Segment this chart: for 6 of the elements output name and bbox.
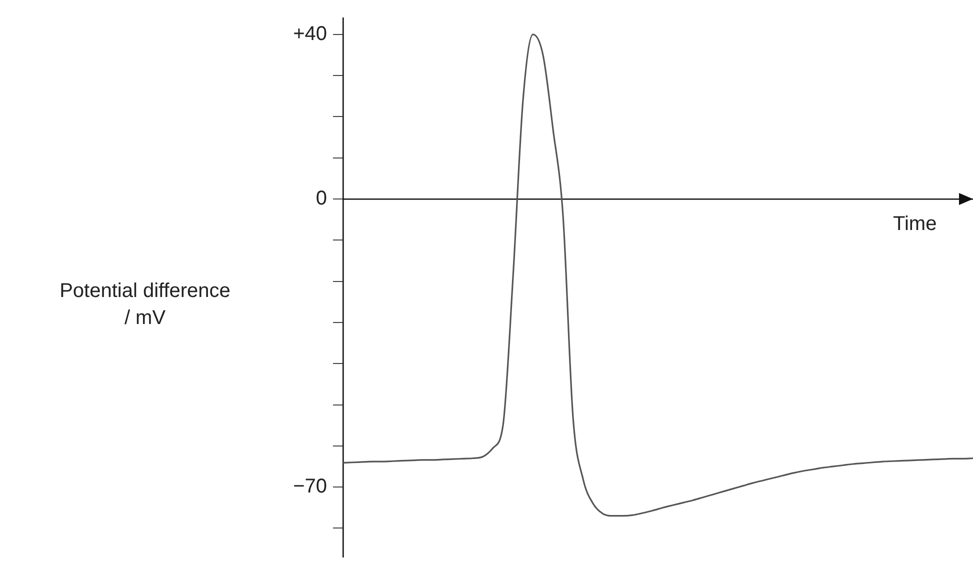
- y-tick-label: −70: [293, 476, 327, 498]
- line-series: [342, 34, 973, 517]
- y-axis-title: Potential difference / mV: [58, 278, 232, 330]
- x-axis-title: Time: [893, 213, 937, 236]
- y-tick-label: 0: [316, 188, 327, 210]
- y-tick-label: +40: [293, 22, 327, 45]
